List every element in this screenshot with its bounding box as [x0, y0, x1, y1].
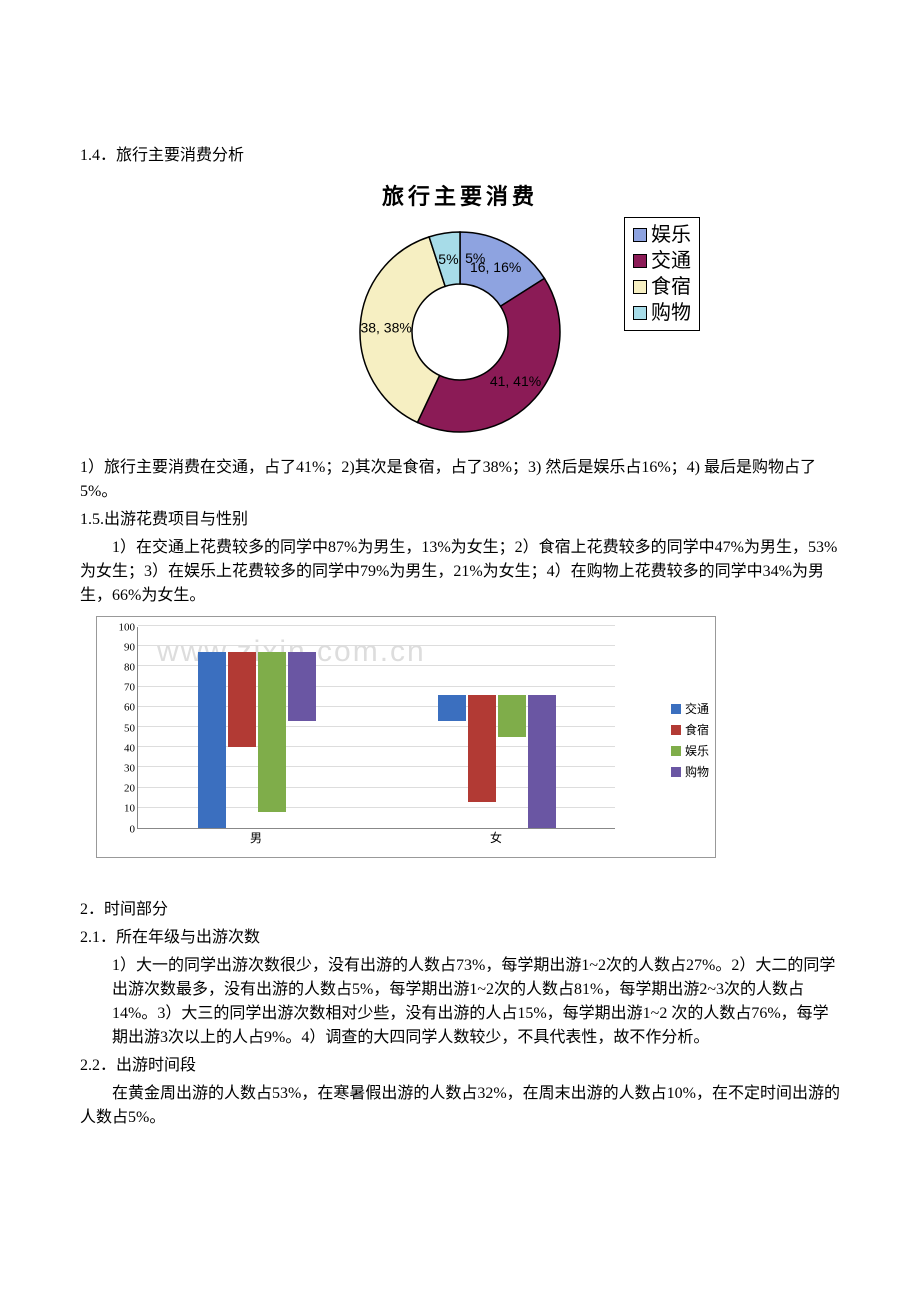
y-tick: 80 — [124, 659, 135, 676]
legend-label: 食宿 — [651, 274, 691, 300]
donut-chart: 旅行主要消费 16, 16%41, 41%38, 38%5%5% 娱乐交通食宿购… — [220, 180, 700, 440]
y-tick: 10 — [124, 801, 135, 818]
bar-legend: 交通食宿娱乐购物 — [671, 697, 709, 784]
heading-1-5: 1.5.出游花费项目与性别 — [80, 508, 840, 532]
heading-2-2: 2.2．出游时间段 — [80, 1054, 840, 1078]
donut-label: 5% — [438, 251, 458, 267]
legend-label: 娱乐 — [685, 742, 709, 760]
bar-娱乐 — [258, 652, 286, 812]
gridline — [138, 645, 615, 646]
legend-label: 交通 — [651, 248, 691, 274]
text-2-1: 1）大一的同学出游次数很少，没有出游的人数占73%，每学期出游1~2次的人数占2… — [112, 954, 840, 1050]
legend-swatch — [633, 306, 647, 320]
legend-swatch — [671, 725, 681, 735]
y-tick: 0 — [130, 821, 136, 838]
legend-swatch — [633, 228, 647, 242]
y-tick: 60 — [124, 700, 135, 717]
x-label: 男 — [250, 829, 262, 847]
y-tick: 40 — [124, 740, 135, 757]
donut-label-extra: 5% — [465, 250, 485, 266]
donut-slice-交通 — [417, 278, 560, 432]
legend-label: 购物 — [685, 763, 709, 781]
y-tick: 20 — [124, 780, 135, 797]
legend-item: 娱乐 — [633, 222, 691, 248]
legend-item: 购物 — [633, 300, 691, 326]
y-tick: 50 — [124, 720, 135, 737]
donut-svg: 16, 16%41, 41%38, 38%5%5% — [280, 217, 640, 447]
donut-title: 旅行主要消费 — [220, 180, 700, 213]
text-1-4: 1）旅行主要消费在交通，占了41%；2)其次是食宿，占了38%；3) 然后是娱乐… — [80, 456, 840, 504]
y-tick: 30 — [124, 760, 135, 777]
y-tick: 100 — [119, 619, 136, 636]
legend-item: 食宿 — [633, 274, 691, 300]
legend-swatch — [671, 704, 681, 714]
bar-交通 — [198, 652, 226, 828]
heading-2: 2．时间部分 — [80, 898, 840, 922]
bar-group — [438, 695, 556, 828]
bar-食宿 — [468, 695, 496, 802]
bar-交通 — [438, 695, 466, 721]
bar-购物 — [288, 652, 316, 721]
text-1-5: 1）在交通上花费较多的同学中87%为男生，13%为女生；2）食宿上花费较多的同学… — [80, 536, 840, 608]
text-2-2: 在黄金周出游的人数占53%，在寒暑假出游的人数占32%，在周末出游的人数占10%… — [80, 1082, 840, 1130]
donut-label: 41, 41% — [490, 373, 541, 389]
legend-swatch — [633, 280, 647, 294]
legend-item: 购物 — [671, 763, 709, 781]
bar-group — [198, 652, 316, 828]
heading-1-4: 1.4．旅行主要消费分析 — [80, 144, 840, 168]
bar-购物 — [528, 695, 556, 828]
heading-2-1: 2.1．所在年级与出游次数 — [80, 926, 840, 950]
bar-食宿 — [228, 652, 256, 747]
donut-legend: 娱乐交通食宿购物 — [624, 217, 700, 331]
legend-swatch — [671, 767, 681, 777]
legend-item: 食宿 — [671, 721, 709, 739]
donut-label: 38, 38% — [360, 319, 411, 335]
y-tick: 90 — [124, 639, 135, 656]
legend-swatch — [633, 254, 647, 268]
legend-item: 交通 — [633, 248, 691, 274]
legend-label: 食宿 — [685, 721, 709, 739]
legend-item: 交通 — [671, 700, 709, 718]
legend-item: 娱乐 — [671, 742, 709, 760]
bar-chart: www.zixin.com.cn 0102030405060708090100 … — [96, 616, 716, 858]
legend-label: 娱乐 — [651, 222, 691, 248]
legend-swatch — [671, 746, 681, 756]
gridline — [138, 625, 615, 626]
legend-label: 交通 — [685, 700, 709, 718]
bar-娱乐 — [498, 695, 526, 737]
y-tick: 70 — [124, 679, 135, 696]
x-label: 女 — [490, 829, 502, 847]
legend-label: 购物 — [651, 300, 691, 326]
